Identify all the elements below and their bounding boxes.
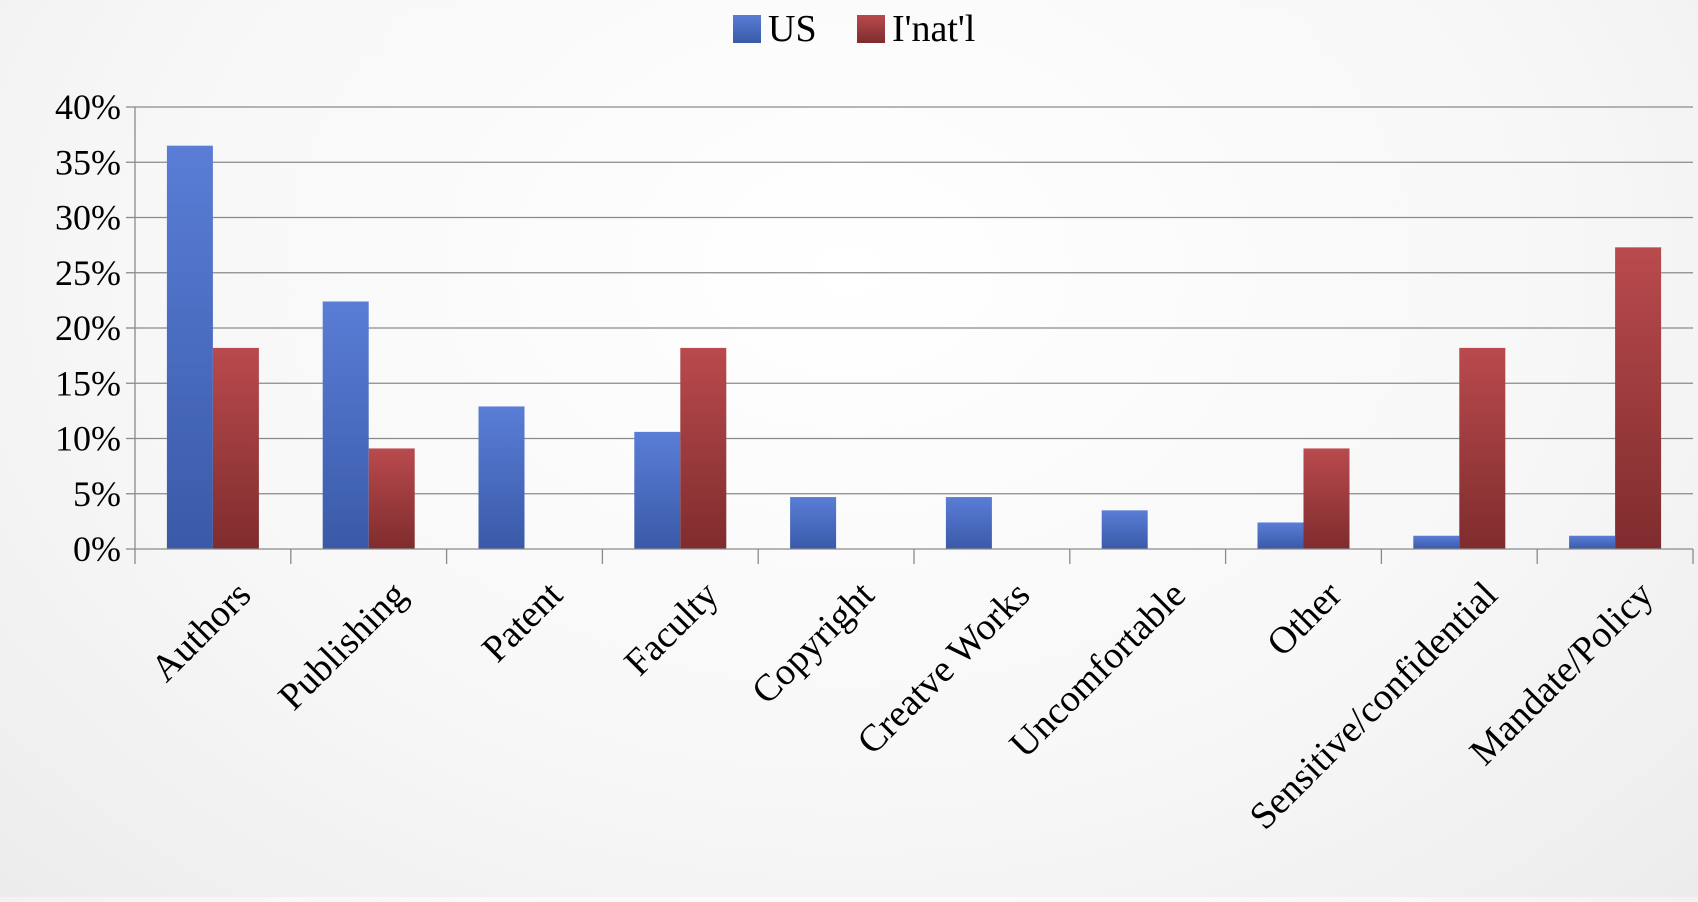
bar-inatl-sensitiveconfidential <box>1459 347 1506 549</box>
x-tick-label: Publishing <box>270 574 415 719</box>
y-tick-label: 5% <box>73 474 121 514</box>
y-tick-label: 30% <box>55 198 121 238</box>
y-tick-label: 15% <box>55 363 121 403</box>
bar-us-sensitiveconfidential <box>1413 535 1460 549</box>
y-axis: 0% 5% 10% 15% 20% 25% 30% 35% 40% <box>55 87 136 569</box>
bar-us-creatveworks <box>945 497 992 549</box>
y-tick-label: 25% <box>55 253 121 293</box>
x-tick-label: Copyright <box>744 573 883 712</box>
bar-us-patent <box>478 406 525 549</box>
y-tick-label: 35% <box>55 142 121 182</box>
bar-inatl-faculty <box>680 347 727 549</box>
bar-us-publishing <box>322 301 369 549</box>
y-tick-label: 40% <box>55 87 121 127</box>
bar-inatl-other <box>1303 448 1350 549</box>
gridlines <box>135 106 1693 495</box>
bar-us-mandatepolicy <box>1569 535 1616 549</box>
x-axis: Authors Publishing Patent Faculty CopyrightC… <box>134 548 1694 838</box>
bar-inatl-authors <box>212 347 259 549</box>
x-tick-label: Faculty <box>616 574 726 684</box>
legend-swatch <box>733 15 761 43</box>
chart-legend: US I'nat'l <box>733 8 975 50</box>
x-tick-label: Other <box>1259 573 1350 664</box>
bar-inatl-mandatepolicy <box>1615 247 1662 549</box>
y-tick-label: 10% <box>55 419 121 459</box>
y-tick-label: 20% <box>55 308 121 348</box>
bar-us-copyright <box>790 497 837 549</box>
legend-label: US <box>768 8 817 50</box>
y-tick-label: 0% <box>73 529 121 569</box>
legend-label: I'nat'l <box>892 8 975 50</box>
bar-us-uncomfortable <box>1101 510 1148 549</box>
legend-swatch <box>857 15 885 43</box>
bar-inatl-publishing <box>368 448 415 549</box>
bar-us-faculty <box>634 431 681 549</box>
x-tick-label: Authors <box>143 574 259 690</box>
bar-us-other <box>1257 522 1304 549</box>
x-tick-label: Patent <box>474 573 571 670</box>
bar-us-authors <box>166 145 213 550</box>
bars <box>166 145 1662 550</box>
